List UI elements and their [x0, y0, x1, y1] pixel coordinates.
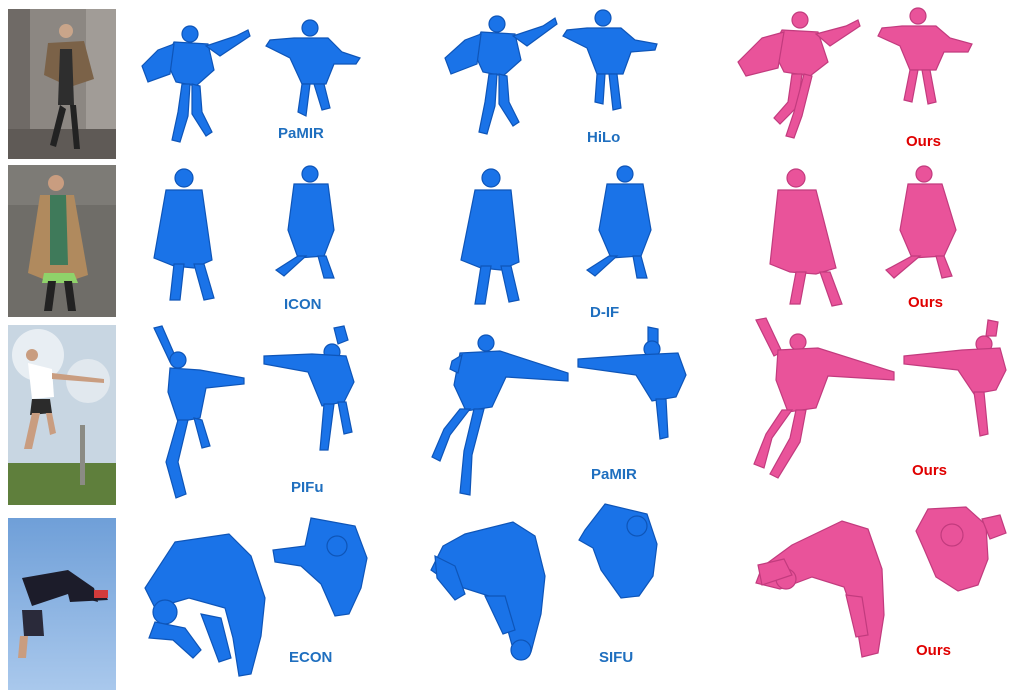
method-label-hilo: HiLo — [587, 129, 621, 146]
ours-label: Ours — [912, 462, 948, 479]
method-label-d-if: D-IF — [590, 304, 620, 321]
mesh-row-1-method-1 — [130, 12, 370, 157]
mesh-row-3-method-2 — [430, 325, 690, 500]
input-photo-row-4 — [8, 518, 116, 690]
ours-label: Ours — [916, 642, 952, 659]
mesh-row-2-method-1 — [138, 160, 368, 310]
ours-label: Ours — [908, 294, 944, 311]
mesh-front-view — [141, 25, 251, 143]
method-label-pifu: PIFu — [291, 479, 324, 496]
ours-label: Ours — [906, 133, 942, 150]
input-photo-row-3 — [8, 325, 116, 505]
mesh-row-4-method-3 — [752, 505, 1012, 665]
mesh-row-1-method-3 — [732, 6, 982, 146]
mesh-row-4-method-1 — [135, 517, 375, 680]
method-label-icon: ICON — [284, 296, 322, 313]
input-photo-row-1 — [8, 9, 116, 159]
input-photo-row-2 — [8, 165, 116, 317]
mesh-row-1-method-2 — [435, 4, 675, 149]
mesh-row-2-method-2 — [455, 160, 685, 312]
mesh-row-3-method-1 — [148, 322, 378, 502]
mesh-row-3-method-3 — [748, 317, 1008, 483]
method-label-econ: ECON — [289, 649, 333, 666]
method-label-pamir: PaMIR — [591, 466, 637, 483]
mesh-side-view — [265, 19, 361, 117]
mesh-row-4-method-2 — [425, 500, 685, 670]
method-label-sifu: SIFU — [599, 649, 634, 666]
method-label-pamir: PaMIR — [278, 125, 324, 142]
mesh-row-2-method-3 — [760, 160, 980, 310]
